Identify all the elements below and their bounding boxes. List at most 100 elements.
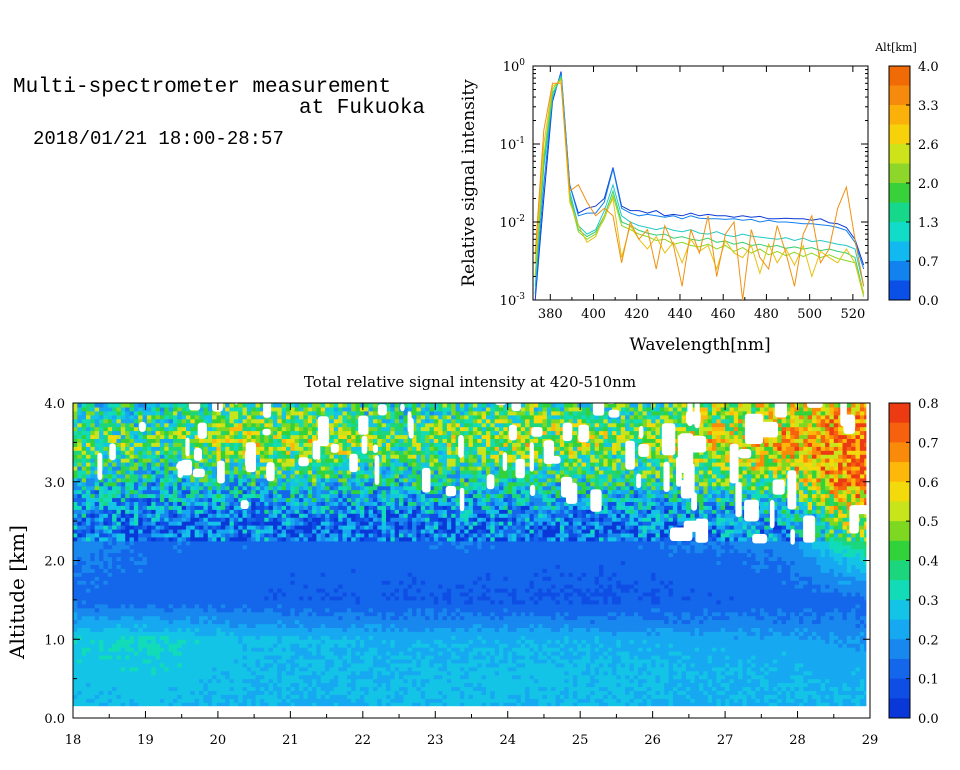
- heatmap-cell: [73, 517, 78, 522]
- heatmap-cell: [86, 497, 91, 502]
- heatmap-cell: [277, 548, 283, 554]
- heatmap-cell: [299, 568, 304, 573]
- heatmap-cell: [290, 674, 296, 680]
- heatmap-cell: [90, 615, 96, 621]
- heatmap-cell: [155, 611, 161, 617]
- heatmap-cell: [173, 647, 178, 652]
- heatmap-cell: [207, 442, 213, 447]
- heatmap-cell: [242, 509, 248, 514]
- heatmap-cell: [125, 477, 131, 483]
- heatmap-cell: [99, 497, 104, 502]
- heatmap-cell: [307, 635, 313, 640]
- heatmap-cell: [316, 501, 322, 506]
- heatmap-cell: [120, 702, 126, 707]
- heatmap-cell: [142, 536, 148, 542]
- heatmap-cell: [299, 576, 304, 581]
- heatmap-cell: [159, 529, 165, 534]
- heatmap-cell: [181, 438, 187, 443]
- heatmap-cell: [220, 410, 226, 416]
- heatmap-cell: [142, 643, 148, 648]
- heatmap-cell: [133, 536, 139, 542]
- heatmap-cell: [273, 462, 278, 467]
- heatmap-cell: [103, 564, 109, 569]
- heatmap-cell: [325, 694, 330, 699]
- heatmap-cell: [273, 678, 278, 684]
- heatmap-cell: [277, 698, 283, 703]
- heatmap-cell: [112, 702, 117, 707]
- heatmap-cell: [129, 686, 135, 691]
- heatmap-cell: [90, 595, 96, 601]
- heatmap-cell: [325, 619, 330, 625]
- heatmap-cell: [77, 623, 83, 628]
- heatmap-cell: [251, 544, 257, 550]
- heatmap-cell: [290, 525, 296, 530]
- heatmap-cell: [190, 615, 196, 621]
- heatmap-cell: [120, 517, 126, 522]
- heatmap-cell: [242, 403, 248, 408]
- heatmap-cell: [120, 406, 126, 412]
- heatmap-cell: [81, 702, 87, 707]
- heatmap-cell: [168, 536, 174, 542]
- heatmap-cell: [103, 599, 109, 605]
- heatmap-cell: [307, 576, 313, 581]
- heatmap-cell: [151, 406, 157, 412]
- heatmap-cell: [255, 662, 261, 668]
- heatmap-cell: [94, 615, 100, 621]
- heatmap-cell: [338, 532, 344, 538]
- heatmap-cell: [281, 454, 287, 459]
- heatmap-cell: [168, 442, 174, 447]
- heatmap-cell: [342, 647, 348, 652]
- heatmap-cell: [207, 607, 213, 613]
- heatmap-cell: [273, 662, 278, 668]
- heatmap-cell: [177, 501, 183, 506]
- heatmap-cell: [116, 615, 122, 621]
- heatmap-cell: [273, 647, 278, 652]
- heatmap-cell: [168, 599, 174, 605]
- heatmap-cell: [303, 485, 309, 491]
- heatmap-cell: [138, 442, 144, 447]
- heatmap-cell: [225, 682, 231, 688]
- heatmap-cell: [338, 430, 344, 436]
- heatmap-cell: [212, 627, 217, 632]
- heatmap-cell: [268, 485, 274, 491]
- heatmap-cell: [107, 595, 113, 601]
- heatmap-cell: [116, 670, 122, 676]
- heatmap-cell: [216, 572, 222, 577]
- heatmap-cell: [173, 509, 178, 514]
- heatmap-cell: [86, 521, 91, 526]
- heatmap-cell: [294, 517, 300, 522]
- heatmap-cell: [251, 430, 257, 436]
- heatmap-cell: [233, 647, 239, 652]
- heatmap-cell: [146, 655, 152, 660]
- heatmap-cell: [259, 670, 265, 676]
- heatmap-cell: [120, 473, 126, 479]
- heatmap-cell: [255, 426, 261, 432]
- heatmap-cell: [181, 422, 187, 428]
- heatmap-cell: [173, 485, 178, 491]
- heatmap-cell: [77, 521, 83, 526]
- heatmap-cell: [194, 615, 200, 621]
- heatmap-cell: [138, 430, 144, 436]
- heatmap-cell: [103, 442, 109, 447]
- heatmap-cell: [259, 694, 265, 699]
- heatmap-cell: [203, 658, 209, 664]
- heatmap-cell: [255, 576, 261, 581]
- heatmap-cell: [199, 493, 204, 499]
- heatmap-cell: [199, 438, 204, 443]
- heatmap-cell: [342, 690, 348, 695]
- heatmap-cell: [242, 513, 248, 518]
- heatmap-cell: [86, 674, 91, 680]
- heatmap-cell: [129, 619, 135, 625]
- heatmap-cell: [338, 469, 344, 475]
- heatmap-cell: [242, 643, 248, 648]
- heatmap-cell: [329, 690, 335, 695]
- heatmap-cell: [229, 635, 235, 640]
- heatmap-cell: [268, 501, 274, 506]
- heatmap-cell: [277, 521, 283, 526]
- heatmap-cell: [173, 434, 178, 439]
- heatmap-cell: [212, 426, 217, 432]
- heatmap-cell: [242, 485, 248, 491]
- heatmap-cell: [207, 655, 213, 660]
- heatmap-cell: [312, 576, 317, 581]
- heatmap-cell: [86, 623, 91, 628]
